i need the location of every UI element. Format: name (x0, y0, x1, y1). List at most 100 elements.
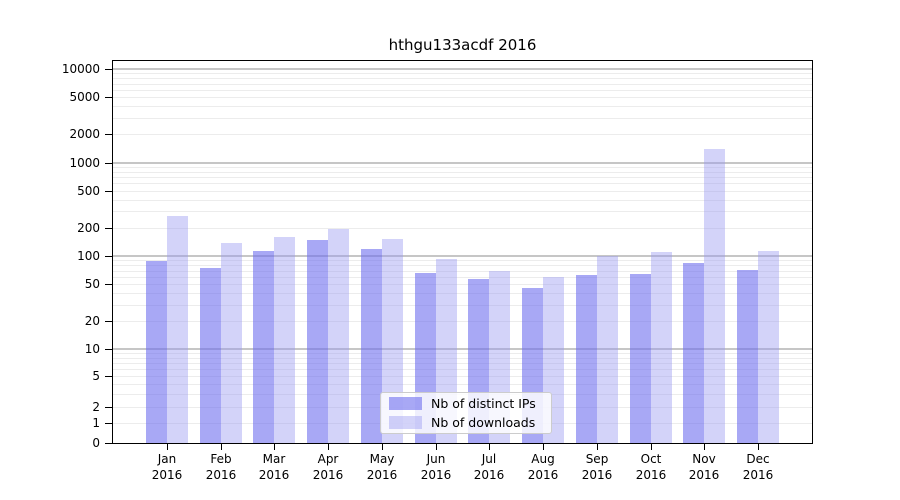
x-tick-mark (274, 443, 275, 450)
x-tick-mark (436, 443, 437, 450)
y-gridline-minor (113, 305, 812, 306)
y-gridline-minor (113, 363, 812, 364)
legend-swatch-distinct-ips (389, 397, 422, 410)
y-gridline-minor (113, 97, 812, 98)
legend: Nb of distinct IPs Nb of downloads (380, 392, 552, 434)
y-tick-label: 1000 (69, 156, 100, 170)
y-tick-mark (105, 376, 112, 377)
y-gridline-minor (113, 200, 812, 201)
bar-downloads-feb (221, 243, 242, 443)
bar-downloads-apr (328, 229, 349, 443)
x-tick-label-aug: Aug 2016 (527, 452, 559, 482)
y-gridline-minor (113, 134, 812, 135)
x-tick-mark (489, 443, 490, 450)
y-tick-mark (105, 407, 112, 408)
y-gridline-minor (113, 183, 812, 184)
bar-distinct-ips-feb (200, 268, 221, 443)
y-gridline-minor (113, 90, 812, 91)
y-tick-label: 0 (92, 436, 100, 450)
y-gridline-minor (113, 384, 812, 385)
y-tick-mark (105, 349, 112, 350)
bar-downloads-nov (704, 149, 725, 443)
y-gridline-minor (113, 321, 812, 322)
y-tick-label: 10000 (61, 62, 100, 76)
bar-distinct-ips-nov (683, 263, 704, 443)
x-tick-label-feb: Feb 2016 (205, 452, 237, 482)
y-tick-label: 1 (92, 416, 100, 430)
legend-row-downloads: Nb of downloads (389, 415, 543, 430)
y-gridline-minor (113, 265, 812, 266)
y-tick-label: 5000 (69, 90, 100, 104)
y-gridline-minor (113, 78, 812, 79)
y-gridline-major (113, 255, 812, 257)
y-gridline-minor (113, 167, 812, 168)
y-gridline-minor (113, 376, 812, 377)
legend-row-distinct-ips: Nb of distinct IPs (389, 396, 543, 411)
y-gridline-minor (113, 260, 812, 261)
legend-label-downloads: Nb of downloads (431, 415, 536, 430)
y-tick-label: 100 (77, 249, 100, 263)
y-gridline-minor (113, 369, 812, 370)
y-tick-mark (105, 163, 112, 164)
legend-swatch-downloads (389, 416, 422, 429)
y-tick-mark (105, 69, 112, 70)
y-tick-mark (105, 443, 112, 444)
y-tick-mark (105, 423, 112, 424)
y-tick-mark (105, 134, 112, 135)
y-tick-mark (105, 191, 112, 192)
y-tick-label: 50 (84, 277, 100, 291)
bar-distinct-ips-apr (307, 240, 328, 443)
bar-distinct-ips-oct (630, 274, 651, 443)
x-tick-mark (221, 443, 222, 450)
y-gridline-minor (113, 277, 812, 278)
bar-distinct-ips-sep (576, 275, 597, 443)
gridlines (113, 61, 812, 443)
y-gridline-minor (113, 284, 812, 285)
x-tick-label-dec: Dec 2016 (742, 452, 774, 482)
bars-layer (113, 61, 812, 443)
y-gridline-minor (113, 358, 812, 359)
x-tick-mark (328, 443, 329, 450)
x-tick-mark (651, 443, 652, 450)
y-gridline-major (113, 348, 812, 350)
bar-distinct-ips-jan (146, 261, 167, 443)
y-tick-mark (105, 256, 112, 257)
x-tick-label-jan: Jan 2016 (151, 452, 183, 482)
y-tick-mark (105, 228, 112, 229)
y-gridline-minor (113, 118, 812, 119)
y-gridline-minor (113, 106, 812, 107)
x-tick-mark (704, 443, 705, 450)
chart-title: hthgu133acdf 2016 (388, 36, 537, 54)
x-tick-mark (382, 443, 383, 450)
x-tick-label-may: May 2016 (366, 452, 398, 482)
y-tick-label: 20 (84, 314, 100, 328)
x-tick-mark (758, 443, 759, 450)
y-gridline-minor (113, 177, 812, 178)
bar-downloads-oct (651, 252, 672, 443)
bar-distinct-ips-mar (253, 251, 274, 443)
y-tick-mark (105, 284, 112, 285)
bar-downloads-sep (597, 256, 618, 443)
plot-area: Nb of distinct IPs Nb of downloads (112, 60, 813, 444)
y-tick-label: 2 (92, 400, 100, 414)
x-tick-mark (543, 443, 544, 450)
y-tick-label: 200 (77, 221, 100, 235)
y-gridline-minor (113, 353, 812, 354)
bar-downloads-jan (167, 216, 188, 443)
y-gridline-minor (113, 211, 812, 212)
x-tick-mark (167, 443, 168, 450)
x-tick-label-oct: Oct 2016 (635, 452, 667, 482)
y-gridline-minor (113, 84, 812, 85)
y-gridline-minor (113, 271, 812, 272)
x-tick-label-nov: Nov 2016 (688, 452, 720, 482)
y-gridline-major (113, 68, 812, 70)
y-gridline-minor (113, 228, 812, 229)
bar-downloads-mar (274, 237, 295, 443)
y-tick-mark (105, 321, 112, 322)
y-tick-label: 500 (77, 184, 100, 198)
y-tick-label: 10 (84, 342, 100, 356)
bar-downloads-dec (758, 251, 779, 443)
x-tick-label-jun: Jun 2016 (420, 452, 452, 482)
x-tick-label-mar: Mar 2016 (258, 452, 290, 482)
y-gridline-minor (113, 293, 812, 294)
